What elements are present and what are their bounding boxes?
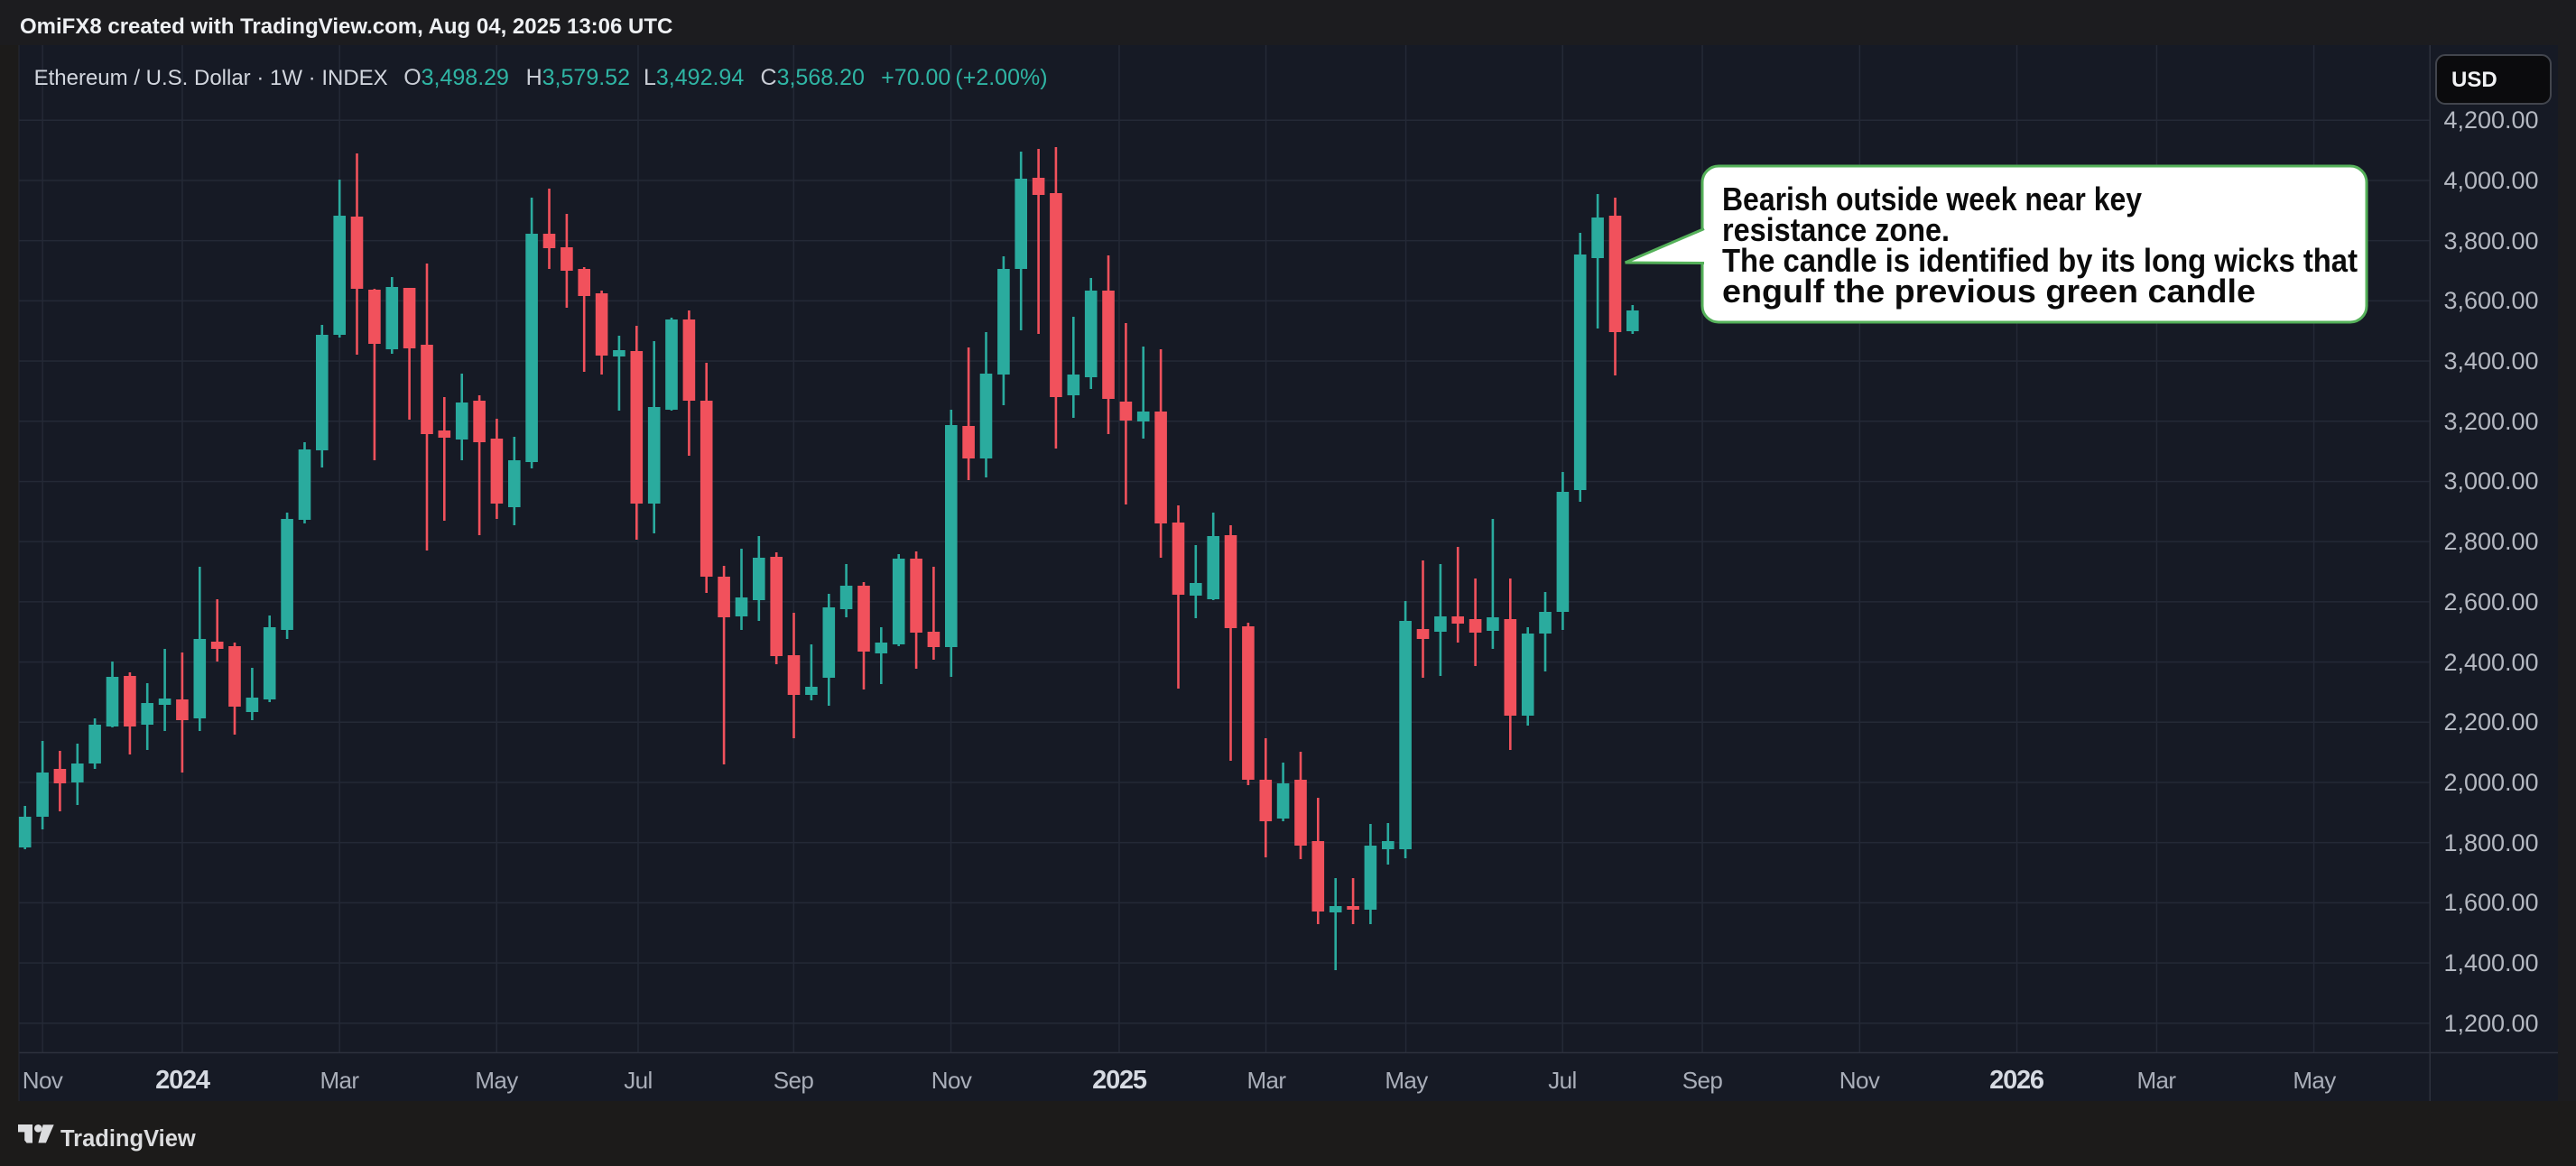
svg-text:Nov: Nov (931, 1067, 972, 1094)
svg-text:2,400.00: 2,400.00 (2443, 649, 2538, 676)
svg-text:OmiFX8 created with TradingVie: OmiFX8 created with TradingView.com, Aug… (20, 14, 672, 39)
svg-text:May: May (2293, 1067, 2336, 1094)
svg-text:2,800.00: 2,800.00 (2443, 528, 2538, 555)
svg-text:1,800.00: 1,800.00 (2443, 829, 2538, 856)
svg-text:Jul: Jul (624, 1067, 652, 1094)
svg-text:May: May (475, 1067, 518, 1094)
svg-text:May: May (1385, 1067, 1428, 1094)
svg-text:resistance zone.: resistance zone. (1722, 211, 1950, 248)
svg-text:H3,579.52: H3,579.52 (526, 65, 630, 90)
svg-text:Sep: Sep (774, 1067, 814, 1094)
svg-text:4,000.00: 4,000.00 (2443, 167, 2538, 194)
svg-text:2,200.00: 2,200.00 (2443, 708, 2538, 736)
svg-text:1,200.00: 1,200.00 (2443, 1010, 2538, 1037)
svg-text:2,600.00: 2,600.00 (2443, 588, 2538, 615)
svg-text:3,400.00: 3,400.00 (2443, 347, 2538, 375)
svg-text:Bearish outside week near key: Bearish outside week near key (1722, 180, 2142, 217)
svg-text:USD: USD (2451, 68, 2497, 92)
svg-text:Mar: Mar (2137, 1067, 2177, 1094)
svg-text:L3,492.94: L3,492.94 (644, 65, 744, 90)
svg-text:Ethereum / U.S. Dollar · 1W ·: Ethereum / U.S. Dollar · 1W · INDEX (34, 66, 388, 90)
svg-text:Mar: Mar (1247, 1067, 1287, 1094)
svg-text:3,200.00: 3,200.00 (2443, 408, 2538, 435)
svg-text:2026: 2026 (1989, 1066, 2044, 1095)
svg-text:engulf the previous green cand: engulf the previous green candle (1722, 273, 2256, 310)
svg-text:3,800.00: 3,800.00 (2443, 227, 2538, 254)
svg-text:1,600.00: 1,600.00 (2443, 889, 2538, 916)
svg-text:3,600.00: 3,600.00 (2443, 287, 2538, 314)
svg-text:2025: 2025 (1092, 1066, 1147, 1095)
svg-text:TradingView: TradingView (60, 1126, 196, 1152)
svg-text:Jul: Jul (1548, 1067, 1576, 1094)
svg-text:The candle is identified by it: The candle is identified by its long wic… (1722, 242, 2358, 279)
svg-text:C3,568.20: C3,568.20 (761, 65, 865, 90)
svg-text:2,000.00: 2,000.00 (2443, 769, 2538, 796)
svg-text:Nov: Nov (23, 1067, 63, 1094)
svg-text:2024: 2024 (155, 1066, 210, 1095)
svg-text:4,200.00: 4,200.00 (2443, 106, 2538, 134)
svg-text:1,400.00: 1,400.00 (2443, 949, 2538, 976)
svg-text:(+2.00%): (+2.00%) (955, 65, 1047, 90)
svg-text:+70.00: +70.00 (881, 65, 950, 90)
svg-text:Mar: Mar (320, 1067, 360, 1094)
svg-text:3,000.00: 3,000.00 (2443, 467, 2538, 495)
svg-text:Sep: Sep (1682, 1067, 1723, 1094)
svg-text:O3,498.29: O3,498.29 (403, 65, 509, 90)
svg-text:Nov: Nov (1839, 1067, 1880, 1094)
